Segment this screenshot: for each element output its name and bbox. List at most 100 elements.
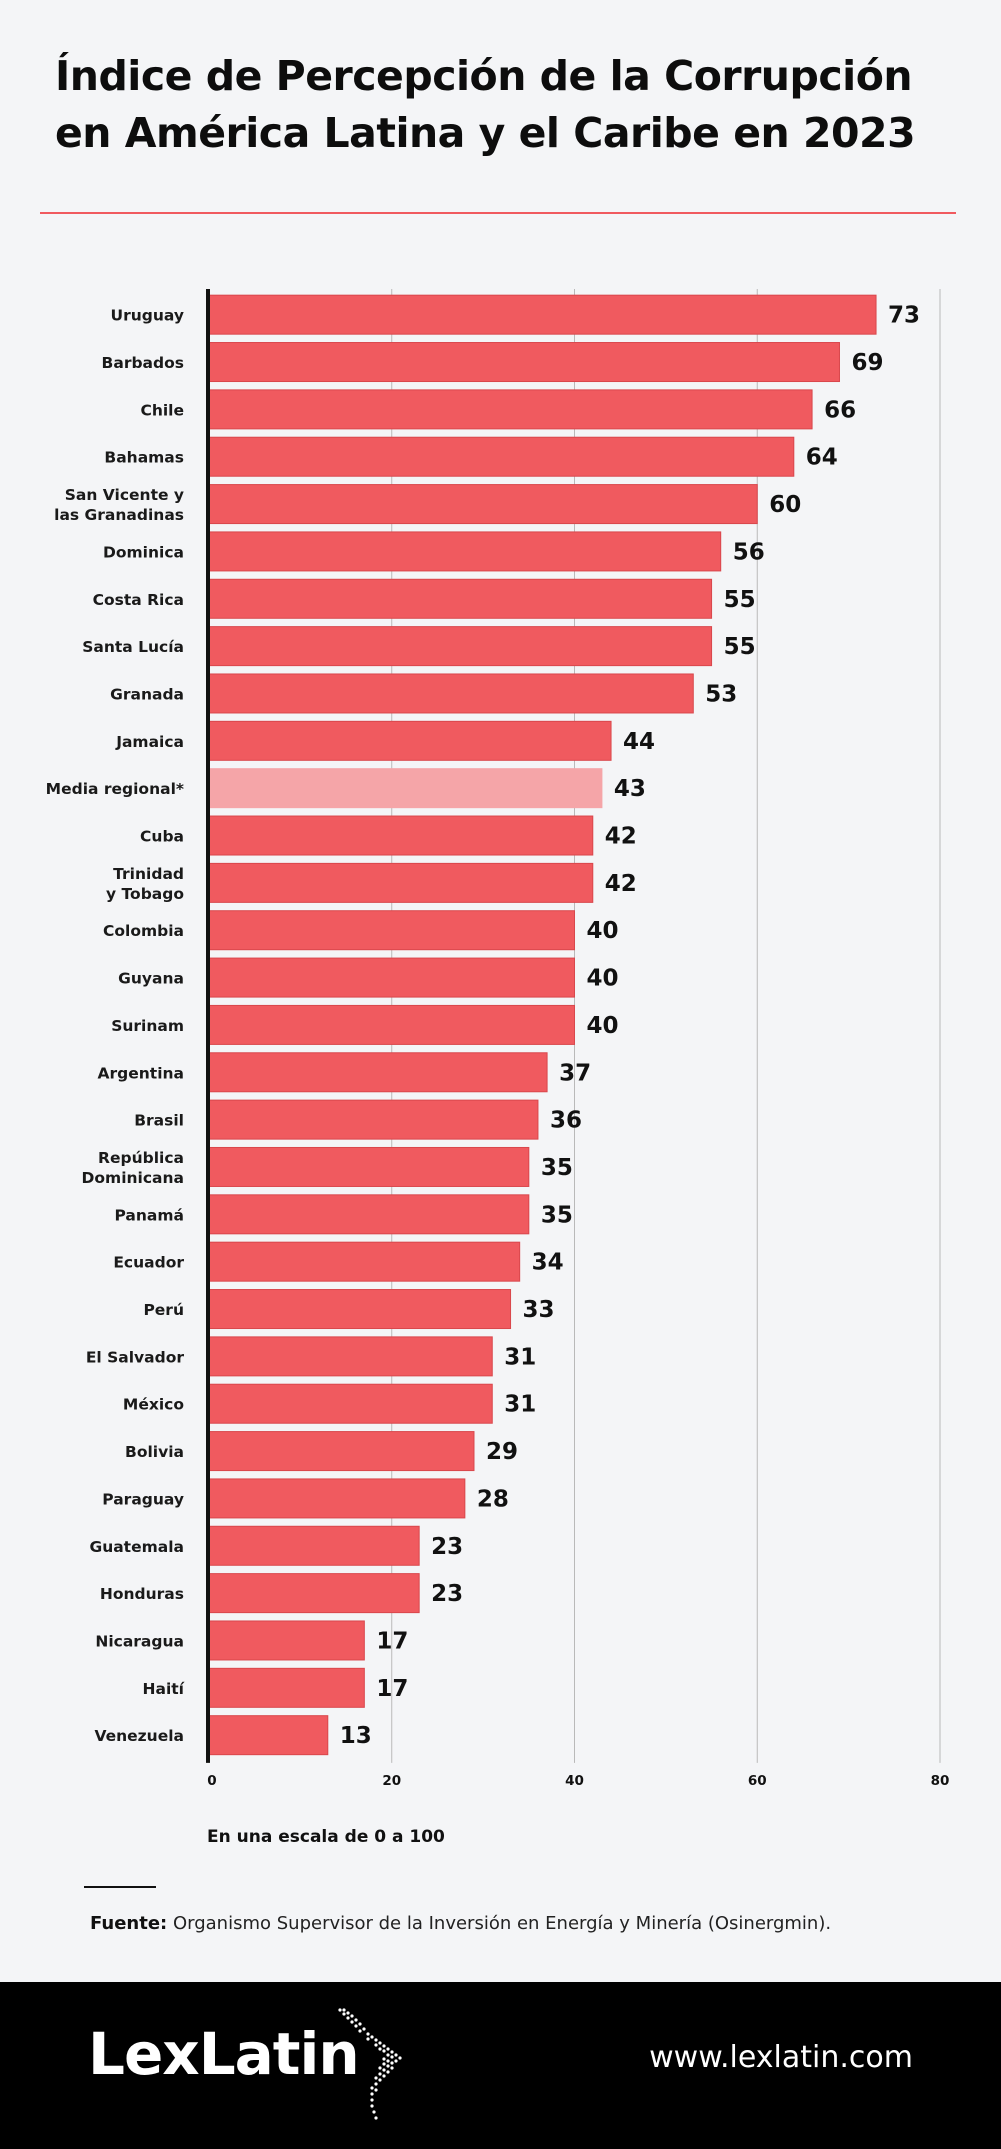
bar	[208, 1099, 539, 1140]
category-label: Paraguay	[102, 1490, 184, 1508]
scale-note: En una escala de 0 a 100	[207, 1827, 445, 1847]
value-label: 28	[477, 1486, 509, 1512]
category-label: Venezuela	[94, 1727, 184, 1745]
value-label: 55	[724, 634, 756, 660]
category-label: Dominica	[103, 543, 184, 561]
bar	[208, 1525, 420, 1566]
bar	[208, 342, 840, 383]
source-text: Organismo Supervisor de la Inversión en …	[167, 1913, 832, 1934]
category-label: República Dominicana	[82, 1149, 184, 1187]
value-label: 13	[340, 1723, 372, 1749]
bar	[208, 910, 575, 951]
value-label: 31	[504, 1344, 536, 1370]
value-label: 43	[614, 776, 646, 802]
x-tick-label: 80	[931, 1773, 950, 1789]
value-label: 40	[587, 918, 619, 944]
category-label: Costa Rica	[93, 591, 184, 609]
value-label: 17	[376, 1676, 408, 1702]
bar	[208, 1052, 548, 1093]
category-label: Media regional*	[46, 780, 184, 798]
category-label: Trinidad y Tobago	[106, 865, 184, 903]
category-label: Panamá	[114, 1206, 184, 1224]
category-label: Perú	[143, 1301, 184, 1319]
category-label: Jamaica	[115, 733, 184, 751]
bar	[208, 1383, 493, 1424]
value-label: 53	[705, 681, 737, 707]
value-label: 40	[587, 1013, 619, 1039]
value-label: 42	[605, 871, 637, 897]
bar	[208, 294, 877, 335]
category-label: San Vicente y las Granadinas	[54, 486, 184, 524]
value-label: 23	[431, 1581, 463, 1607]
bar	[208, 389, 813, 430]
bar	[208, 1194, 530, 1235]
bar	[208, 484, 758, 525]
value-label: 55	[724, 587, 756, 613]
bar	[208, 1336, 493, 1377]
bar	[208, 1431, 475, 1472]
category-label: Chile	[140, 401, 184, 419]
value-label: 64	[806, 445, 838, 471]
latin-america-map-icon	[338, 2008, 402, 2120]
source-note: Fuente: Organismo Supervisor de la Inver…	[90, 1913, 970, 1934]
bar	[208, 957, 575, 998]
bar	[208, 436, 795, 477]
category-label: Guatemala	[89, 1538, 184, 1556]
bar	[208, 862, 594, 903]
bar	[208, 815, 594, 856]
value-label: 36	[550, 1108, 582, 1134]
website-url: www.lexlatin.com	[649, 2040, 913, 2075]
value-label: 35	[541, 1202, 573, 1228]
value-label: 17	[376, 1628, 408, 1654]
bar	[208, 1289, 512, 1330]
value-label: 37	[559, 1060, 591, 1086]
value-label: 42	[605, 824, 637, 850]
bar	[208, 578, 713, 619]
category-label: México	[123, 1396, 184, 1414]
x-tick-label: 0	[207, 1773, 216, 1789]
x-tick-label: 60	[748, 1773, 767, 1789]
bar	[208, 1620, 365, 1661]
value-label: 60	[769, 492, 801, 518]
bar	[208, 626, 713, 667]
category-label: Barbados	[102, 354, 184, 372]
bar	[208, 720, 612, 761]
value-label: 44	[623, 729, 655, 755]
category-label: Uruguay	[111, 307, 184, 325]
bar-chart: 0 20 40 60 80 Uruguay 73 Barbados 69 Chile 66 Baham…	[46, 289, 950, 1789]
chart-title: Índice de Percepción de la Corrupción en…	[55, 48, 955, 162]
bar	[208, 1478, 466, 1519]
category-label: Cuba	[140, 828, 184, 846]
category-label: Granada	[110, 685, 184, 703]
footer-bar: LexLatin www.lexlatin.com	[0, 1982, 1001, 2149]
bar	[208, 1241, 521, 1282]
bar	[208, 673, 694, 714]
bar	[208, 768, 603, 809]
value-label: 33	[523, 1297, 555, 1323]
value-label: 73	[888, 303, 920, 329]
category-label: Guyana	[118, 970, 184, 988]
category-label: Argentina	[98, 1064, 185, 1082]
title-divider	[40, 212, 956, 214]
category-label: El Salvador	[86, 1348, 185, 1366]
bar	[208, 1146, 530, 1187]
value-label: 23	[431, 1534, 463, 1560]
category-label: Bolivia	[125, 1443, 184, 1461]
bar	[208, 1004, 575, 1045]
category-label: Ecuador	[113, 1254, 184, 1272]
category-label: Brasil	[134, 1112, 184, 1130]
source-label: Fuente:	[90, 1913, 168, 1934]
value-label: 40	[587, 966, 619, 992]
title-line-2: en América Latina y el Caribe en 2023	[55, 109, 916, 157]
bar	[208, 1715, 329, 1756]
brand-logo-text: LexLatin	[88, 2020, 360, 2088]
bar	[208, 531, 722, 572]
category-label: Surinam	[111, 1017, 184, 1035]
source-divider	[84, 1886, 156, 1888]
bar	[208, 1667, 365, 1708]
value-label: 66	[824, 397, 856, 423]
category-label: Bahamas	[104, 449, 184, 467]
value-label: 56	[733, 539, 765, 565]
x-tick-label: 40	[565, 1773, 584, 1789]
value-label: 35	[541, 1155, 573, 1181]
